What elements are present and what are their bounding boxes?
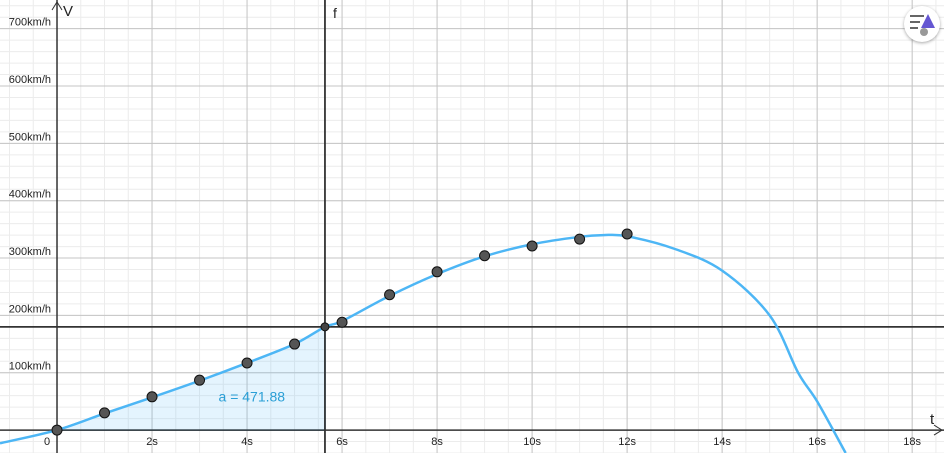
data-point — [431, 266, 443, 278]
x-tick-label: 12s — [618, 436, 636, 448]
x-axis-arrow — [933, 424, 943, 436]
x-tick-label: 16s — [808, 436, 826, 448]
y-tick-label: 100km/h — [9, 361, 51, 373]
style-icon — [910, 14, 935, 36]
data-point — [241, 357, 253, 369]
data-point — [194, 374, 206, 386]
intersection-point — [320, 322, 330, 332]
line-label: f — [333, 5, 337, 21]
x-tick-label: 4s — [241, 436, 253, 448]
x-tick-label: 14s — [713, 436, 731, 448]
y-tick-label: 300km/h — [9, 246, 51, 258]
x-tick-label: 2s — [146, 436, 158, 448]
fit-curve — [0, 233, 847, 453]
y-tick-label: 500km/h — [9, 131, 51, 143]
area-label: a = 471.88 — [219, 388, 286, 404]
y-axis-label: V — [63, 3, 73, 20]
data-point — [51, 424, 63, 436]
y-tick-label: 400km/h — [9, 189, 51, 201]
data-point — [336, 316, 348, 328]
x-tick-label: 8s — [431, 436, 443, 448]
y-axis-arrow — [51, 1, 63, 11]
data-point — [384, 289, 396, 301]
x-tick-label: 0 — [44, 436, 50, 448]
style-bar-toggle[interactable] — [904, 6, 940, 42]
y-tick-label: 700km/h — [9, 17, 51, 29]
data-point — [479, 250, 491, 262]
y-tick-label: 200km/h — [9, 303, 51, 315]
data-point — [574, 233, 586, 245]
x-tick-label: 18s — [903, 436, 921, 448]
data-point — [289, 338, 301, 350]
y-tick-label: 600km/h — [9, 74, 51, 86]
integral-area — [56, 325, 326, 431]
x-tick-label: 10s — [523, 436, 541, 448]
data-point — [526, 240, 538, 252]
data-point — [621, 228, 633, 240]
data-point — [146, 391, 158, 403]
data-point — [99, 407, 111, 419]
x-axis-label: t — [930, 411, 935, 428]
x-tick-label: 6s — [336, 436, 348, 448]
